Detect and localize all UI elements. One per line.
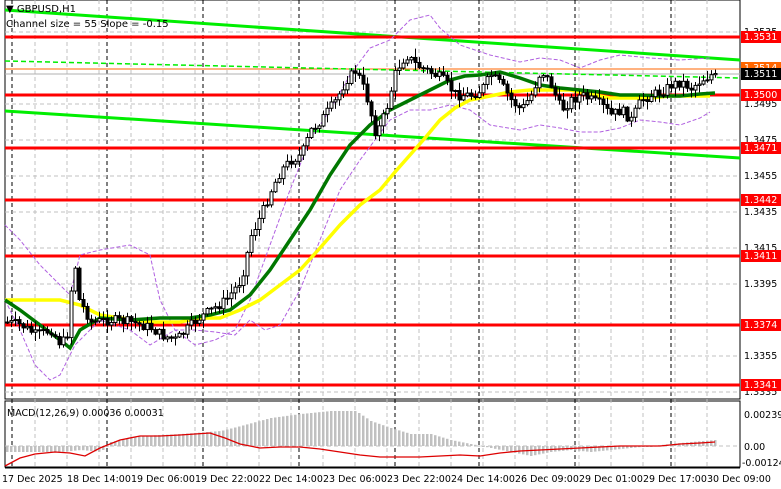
svg-text:23 Dec 06:00: 23 Dec 06:00 [323,474,387,485]
svg-text:19 Dec 22:00: 19 Dec 22:00 [195,474,259,485]
svg-text:1.3355: 1.3355 [744,351,777,362]
svg-text:30 Dec 09:00: 30 Dec 09:00 [707,474,771,485]
svg-text:1.3415: 1.3415 [744,243,777,254]
svg-text:29 Dec 01:00: 29 Dec 01:00 [579,474,643,485]
svg-text:-0.00124: -0.00124 [742,458,781,469]
bollinger-bands [4,14,711,381]
macd-histogram [6,411,717,456]
svg-text:1.3435: 1.3435 [744,207,777,218]
svg-text:17 Dec 2025: 17 Dec 2025 [2,474,63,485]
channel-upper-line[interactable] [4,8,741,62]
macd-label: MACD(12,26,9) 0.00036 0.00031 [7,408,164,419]
svg-text:1.3374: 1.3374 [744,320,777,331]
svg-text:1.3455: 1.3455 [744,171,777,182]
svg-text:23 Dec 22:00: 23 Dec 22:00 [387,474,451,485]
svg-text:19 Dec 06:00: 19 Dec 06:00 [131,474,195,485]
svg-text:18 Dec 14:00: 18 Dec 14:00 [67,474,131,485]
svg-text:1.3471: 1.3471 [744,143,777,154]
channel-lower-line[interactable] [4,109,741,160]
svg-text:1.3500: 1.3500 [744,90,777,101]
svg-text:1.3335: 1.3335 [744,387,777,398]
svg-text:1.3475: 1.3475 [744,135,777,146]
svg-text:0.00: 0.00 [744,442,765,453]
level-badges: 1.3531 1.3514 1.3511 1.3500 1.3471 1.344… [741,31,781,391]
day-separators [11,0,672,467]
svg-text:1.3511: 1.3511 [744,69,777,80]
symbol-label: GBPUSD,H1 [16,4,76,15]
svg-text:0.00239: 0.00239 [744,410,781,421]
dropdown-arrow-icon[interactable]: ▼ [6,4,14,15]
price-axis: 1.3535 1.3495 1.3475 1.3455 1.3435 1.341… [744,27,777,398]
svg-text:1.3395: 1.3395 [744,279,777,290]
svg-text:1.3442: 1.3442 [744,195,777,206]
candlesticks[interactable] [5,48,718,349]
ma-slow-line [5,88,710,324]
svg-text:24 Dec 14:00: 24 Dec 14:00 [451,474,515,485]
svg-text:1.3531: 1.3531 [744,32,777,43]
svg-text:1.3495: 1.3495 [744,99,777,110]
macd-axis: 0.00239 0.00 -0.00124 [742,410,781,469]
time-axis: 17 Dec 2025 18 Dec 14:00 19 Dec 06:00 19… [2,467,771,485]
svg-text:22 Dec 14:00: 22 Dec 14:00 [259,474,323,485]
macd-signal-line [4,432,716,467]
chart-header: ▼ GBPUSD,H1 Channel size = 55 Slope = -0… [6,2,169,32]
svg-text:1.3341: 1.3341 [744,380,777,391]
channel-info: Channel size = 55 Slope = -0.15 [6,19,169,30]
svg-text:29 Dec 17:00: 29 Dec 17:00 [643,474,707,485]
channel-mid-line [4,60,741,79]
svg-text:26 Dec 09:00: 26 Dec 09:00 [515,474,579,485]
svg-text:1.3411: 1.3411 [744,251,777,262]
